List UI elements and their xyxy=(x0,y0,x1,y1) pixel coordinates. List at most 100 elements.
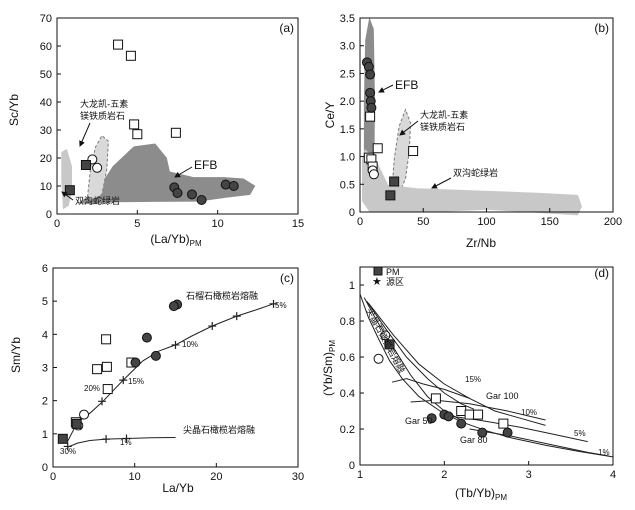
panel-d-point-open-squares-0 xyxy=(430,393,441,404)
panel-d-ytick-label-0: 0 xyxy=(349,460,355,472)
legend-pm-label: PM xyxy=(386,267,400,277)
panel-c-point-open-squares-1 xyxy=(92,364,103,375)
panel-c: (c) Sm/Yb La/Yb 石榴石橄榄岩熔融 尖晶石橄榄岩熔融 5% 10%… xyxy=(9,263,304,495)
label-d-1pct: 1% xyxy=(598,448,610,457)
panel-d-frame xyxy=(359,266,614,466)
label-shuanggou-a: 双沟蛇绿岩 xyxy=(75,195,120,207)
panel-d-ytick-label-0.4: 0.4 xyxy=(340,388,355,400)
panel-a-point-open-squares-4 xyxy=(170,127,181,138)
panel-a-xlabel-main: (La/Yb) xyxy=(150,232,189,246)
legend-pm-marker xyxy=(373,266,383,276)
panel-d-xlabel-main: (Tb/Yb) xyxy=(455,486,495,500)
star-icon: ★ xyxy=(372,276,382,288)
panel-b-point-open-squares-0 xyxy=(365,111,376,122)
panel-a: (a) Sc/Yb (La/Yb)PM EFB 大龙凯-五素 镁铁质岩石 双沟蛇… xyxy=(7,13,304,248)
panel-d-point-open-squares-4 xyxy=(498,418,509,429)
panel-c-point-filled-circles-2 xyxy=(141,332,152,343)
panel-d-ylabel-main: (Yb/Sm) xyxy=(321,352,335,396)
panel-a-xtick-label-15: 15 xyxy=(292,218,304,230)
panel-b-xtick-label-100: 100 xyxy=(477,216,495,228)
label-d-15pct: 15% xyxy=(465,375,481,384)
panel-c-plot xyxy=(57,299,278,451)
panel-c-tick-mark-garnet-lherzolite-melting-2 xyxy=(119,376,128,385)
label-c-5pct: 5% xyxy=(275,301,287,310)
panel-b-point-filled-squares-1 xyxy=(385,190,396,201)
panel-d-xlabel-sub: PM xyxy=(495,493,507,502)
panel-c-ytick-label-3: 3 xyxy=(42,363,48,375)
panel-c-ytick-label-4: 4 xyxy=(42,329,48,341)
panel-d-xtick-label-2: 2 xyxy=(441,469,447,481)
panel-b-plot xyxy=(361,17,582,216)
panel-a-frame xyxy=(56,17,299,215)
panel-d-curve-melt-15pct xyxy=(391,378,470,399)
panel-d-point-open-squares-1 xyxy=(456,406,467,416)
panel-a-ytick-label-40: 40 xyxy=(40,97,52,109)
panel-a-efb-field xyxy=(78,143,256,205)
panel-a-point-open-squares-1 xyxy=(125,50,136,61)
panel-d-curve-melt-10pct xyxy=(410,399,546,421)
panel-c-ylabel: Sm/Yb xyxy=(9,337,23,373)
panel-c-xtick-label-20: 20 xyxy=(210,471,222,483)
panel-d-ytick-label-1: 1 xyxy=(349,280,355,292)
panel-d-xlabel: (Tb/Yb)PM xyxy=(455,486,507,502)
panel-a-xtick-label-0: 0 xyxy=(54,218,60,230)
label-efb-b: EFB xyxy=(395,78,418,92)
panel-a-point-filled-circles-2 xyxy=(186,189,197,200)
label-c-1pct: 1% xyxy=(120,438,132,447)
panel-c-tick-mark-garnet-lherzolite-melting-5 xyxy=(232,312,241,321)
panel-a-point-filled-squares-0 xyxy=(80,160,91,170)
panel-a-point-open-squares-3 xyxy=(132,129,143,140)
label-d-5pct: 5% xyxy=(574,429,586,438)
panel-b-point-filled-circles-2 xyxy=(365,69,376,80)
panel-d-ytick-label-0.2: 0.2 xyxy=(340,424,355,436)
panel-d-point-filled-circles-4 xyxy=(477,427,488,438)
panel-b-ytick-label-3: 3.0 xyxy=(340,41,355,53)
panel-d-xtick-label-3: 3 xyxy=(526,469,532,481)
label-dalongkai-b-2: 镁铁质岩石 xyxy=(420,121,465,133)
panel-a-xlabel: (La/Yb)PM xyxy=(150,232,202,248)
panel-a-ytick-label-50: 50 xyxy=(40,69,52,81)
panel-b-xtick-label-150: 150 xyxy=(541,216,559,228)
panel-b-point-filled-squares-0 xyxy=(389,176,400,187)
panel-b-point-open-squares-1 xyxy=(372,143,383,154)
panel-a-ytick-label-60: 60 xyxy=(40,41,52,53)
panel-c-tick-mark-garnet-lherzolite-melting-3 xyxy=(171,340,180,349)
panel-d-curve-gar-100 xyxy=(368,302,546,426)
label-c-30pct: 30% xyxy=(60,447,76,456)
panel-a-point-filled-circles-5 xyxy=(228,181,239,191)
panel-d-point-filled-squares-0 xyxy=(384,339,395,350)
panel-b-xtick-label-0: 0 xyxy=(357,216,363,228)
arrow-shuanggou-a xyxy=(61,191,74,201)
panel-d-xtick-label-4: 4 xyxy=(610,469,616,481)
panel-d-point-open-circles-1 xyxy=(373,353,384,364)
panel-b-xlabel: Zr/Nb xyxy=(466,236,496,250)
panel-d-point-filled-circles-0 xyxy=(426,413,437,424)
panel-b-ylabel: Ce/Y xyxy=(323,102,337,129)
panel-d-point-filled-circles-3 xyxy=(456,418,467,429)
panel-a-shuanggou-field xyxy=(61,148,72,210)
panel-b-ytick-label-0.5: 0.5 xyxy=(340,179,355,191)
panel-b-point-filled-circles-3 xyxy=(365,87,376,98)
panel-c-tick-mark-spinel-lherzolite-melting-1 xyxy=(102,435,111,444)
panel-b: (b) Ce/Y Zr/Nb EFB 大龙凯-五素 镁铁质岩石 双沟蛇绿岩 0 5… xyxy=(323,13,622,250)
panel-c-tick-mark-garnet-lherzolite-melting-4 xyxy=(208,322,217,331)
panel-b-ytick-label-1.5: 1.5 xyxy=(340,124,355,136)
panel-b-ytick-label-3.5: 3.5 xyxy=(340,13,355,25)
panel-a-ytick-label-20: 20 xyxy=(40,153,52,165)
label-garnet-melting: 石榴石橄榄岩熔融 xyxy=(186,290,258,302)
panel-c-xtick-label-30: 30 xyxy=(292,471,304,483)
panel-b-point-open-circles-1 xyxy=(368,169,379,180)
label-gar-80: Gar 80 xyxy=(460,435,488,445)
panel-b-xtick-label-200: 200 xyxy=(604,216,622,228)
arrow-efb-a xyxy=(174,166,193,178)
panel-d-ylabel: (Yb/Sm)PM xyxy=(321,340,337,396)
panel-b-point-open-squares-2 xyxy=(408,146,419,157)
panel-c-ytick-label-5: 5 xyxy=(42,296,48,308)
label-efb-a: EFB xyxy=(194,158,217,172)
panel-a-ytick-label-30: 30 xyxy=(40,125,52,137)
panel-d-curve-spinel-melting-curve xyxy=(359,293,614,458)
panel-a-ytick-label-0: 0 xyxy=(46,209,52,221)
label-c-10pct: 10% xyxy=(182,340,198,349)
panel-a-xtick-label-10: 10 xyxy=(212,218,224,230)
